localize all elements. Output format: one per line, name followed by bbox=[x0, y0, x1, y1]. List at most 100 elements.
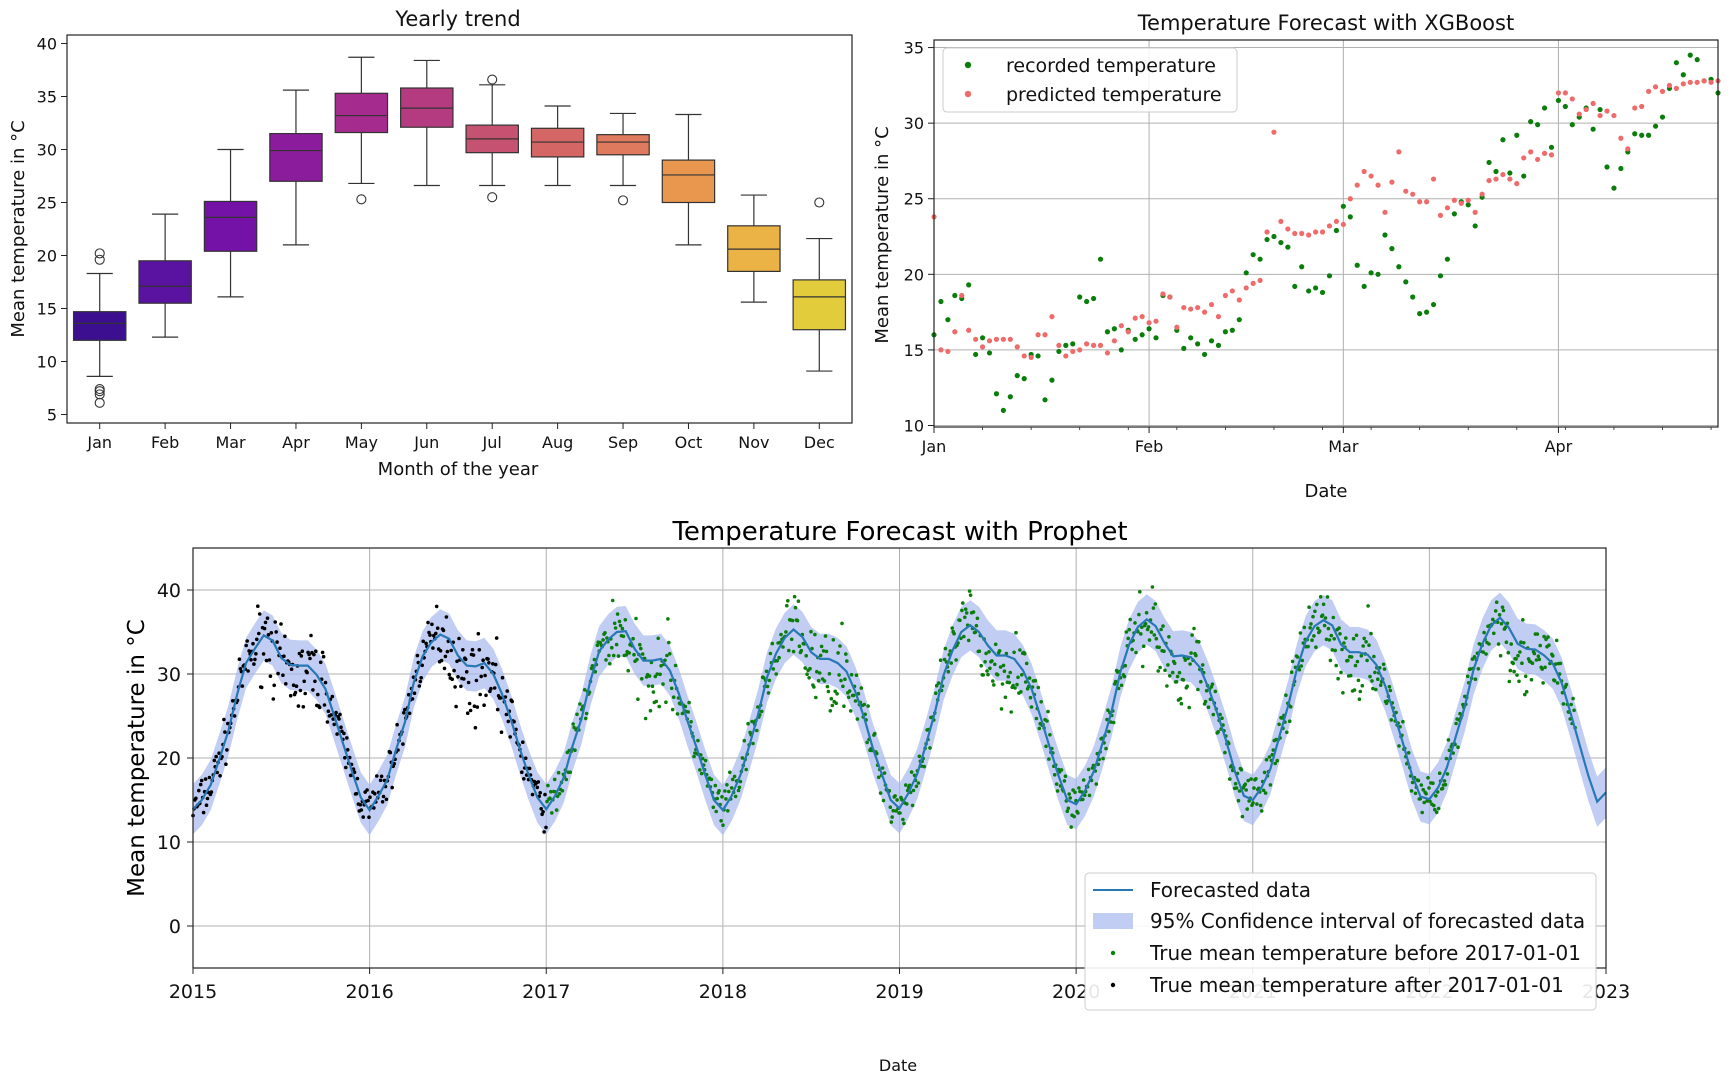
xgb-predicted-point bbox=[1014, 344, 1020, 350]
prophet-true-point-after bbox=[205, 796, 210, 801]
box-body bbox=[269, 132, 323, 182]
prophet-true-point-before bbox=[638, 642, 642, 647]
prophet-true-point-before bbox=[624, 653, 629, 657]
xgb-predicted-point bbox=[1465, 197, 1471, 203]
prophet-true-point-before bbox=[990, 659, 994, 663]
prophet-true-point-before bbox=[1067, 792, 1071, 796]
xgb-predicted-point bbox=[1562, 90, 1568, 96]
prophet-true-point-before bbox=[552, 777, 557, 782]
xgb-predicted-point bbox=[1097, 342, 1104, 348]
xgb-recorded-point bbox=[1181, 345, 1187, 351]
prophet-true-point-before bbox=[1312, 634, 1316, 638]
prophet-true-point-before bbox=[603, 631, 607, 635]
prophet-true-point-before bbox=[1275, 758, 1279, 763]
xgb-predicted-point bbox=[1084, 341, 1090, 347]
prophet-true-point-before bbox=[799, 648, 804, 653]
prophet-true-point-after bbox=[442, 666, 447, 671]
prophet-true-point-before bbox=[1553, 662, 1558, 666]
prophet-true-point-before bbox=[1454, 721, 1458, 726]
xgb-predicted-point bbox=[1306, 232, 1312, 238]
prophet-true-point-after bbox=[238, 667, 243, 671]
prophet-true-point-before bbox=[730, 777, 735, 782]
xgb-recorded-point bbox=[1410, 294, 1416, 300]
prophet-true-point-before bbox=[797, 644, 802, 648]
prophet-true-point-before bbox=[902, 821, 906, 826]
xgb-recorded-point bbox=[1424, 309, 1430, 315]
prophet-true-point-after bbox=[342, 731, 346, 736]
xgb-predicted-point bbox=[1271, 129, 1277, 135]
xgb-recorded-point bbox=[1312, 285, 1319, 291]
xgb-predicted-point bbox=[1493, 176, 1499, 182]
prophet-true-point-before bbox=[545, 799, 549, 804]
prophet-true-point-before bbox=[963, 615, 967, 620]
prophet-true-point-before bbox=[841, 684, 845, 689]
prophet-true-point-after bbox=[212, 758, 217, 763]
prophet-true-point-after bbox=[339, 725, 343, 729]
xgb-predicted-point bbox=[1007, 336, 1013, 342]
box-flier bbox=[814, 197, 825, 208]
xgb-legend-predicted-label: predicted temperature bbox=[1006, 84, 1222, 106]
prophet-true-point-before bbox=[814, 695, 818, 700]
prophet-legend-before-marker bbox=[1110, 950, 1116, 956]
prophet-true-point-before bbox=[1425, 799, 1429, 803]
prophet-true-point-after bbox=[388, 750, 393, 755]
xgb-recorded-point bbox=[1243, 270, 1249, 276]
xgb-recorded-point bbox=[1146, 326, 1152, 332]
prophet-true-point-after bbox=[441, 628, 446, 633]
boxplot-xtick-label: Jun bbox=[413, 433, 439, 452]
prophet-true-point-before bbox=[647, 674, 652, 678]
prophet-true-point-before bbox=[767, 678, 772, 683]
xgb-recorded-point bbox=[1618, 165, 1624, 172]
prophet-true-point-before bbox=[1087, 793, 1092, 798]
prophet-true-point-before bbox=[1140, 664, 1145, 669]
prophet-true-point-before bbox=[1194, 653, 1198, 658]
prophet-true-point-before bbox=[914, 784, 919, 789]
prophet-true-point-before bbox=[1211, 712, 1216, 717]
xgb-predicted-point bbox=[1139, 314, 1145, 320]
xgb-predicted-point bbox=[1174, 324, 1180, 330]
prophet-true-point-before bbox=[793, 605, 798, 610]
prophet-true-point-before bbox=[946, 669, 951, 674]
xgb-predicted-point bbox=[1063, 353, 1069, 359]
prophet-true-point-before bbox=[1146, 625, 1151, 629]
prophet-true-point-after bbox=[492, 686, 497, 690]
prophet-true-point-before bbox=[779, 632, 783, 637]
prophet-true-point-after bbox=[261, 652, 266, 656]
prophet-true-point-before bbox=[862, 702, 866, 707]
prophet-true-point-before bbox=[1254, 777, 1258, 781]
xgb-predicted-point bbox=[1632, 105, 1638, 111]
prophet-true-point-before bbox=[829, 696, 834, 701]
xgb-predicted-point bbox=[1548, 152, 1555, 158]
prophet-true-point-after bbox=[395, 722, 399, 727]
prophet-true-point-before bbox=[1163, 668, 1167, 673]
prophet-true-point-before bbox=[1357, 697, 1362, 701]
prophet-true-point-after bbox=[254, 637, 259, 642]
prophet-true-point-after bbox=[358, 803, 363, 807]
prophet-true-point-before bbox=[617, 619, 622, 624]
prophet-true-point-before bbox=[751, 741, 755, 746]
prophet-true-point-before bbox=[726, 809, 730, 813]
prophet-true-point-before bbox=[715, 796, 719, 801]
prophet-marks bbox=[191, 585, 1607, 836]
prophet-true-point-after bbox=[296, 704, 301, 708]
prophet-true-point-before bbox=[658, 672, 662, 677]
prophet-true-point-before bbox=[650, 684, 655, 688]
prophet-true-point-before bbox=[1368, 674, 1372, 679]
prophet-true-point-before bbox=[1511, 661, 1515, 666]
prophet-true-point-before bbox=[1277, 722, 1281, 727]
prophet-true-point-after bbox=[489, 686, 493, 691]
prophet-true-point-before bbox=[942, 657, 947, 662]
prophet-true-point-before bbox=[1122, 674, 1127, 679]
prophet-true-point-before bbox=[1364, 640, 1368, 644]
prophet-true-point-after bbox=[262, 626, 267, 631]
xgb-predicted-point bbox=[1153, 318, 1159, 324]
prophet-true-point-before bbox=[686, 710, 690, 714]
xgb-recorded-point bbox=[1465, 202, 1471, 208]
prophet-true-point-before bbox=[1264, 757, 1269, 762]
prophet-true-point-before bbox=[1515, 673, 1519, 677]
box-body bbox=[334, 92, 389, 134]
prophet-true-point-before bbox=[817, 671, 822, 675]
prophet-true-point-after bbox=[447, 672, 452, 677]
prophet-true-point-before bbox=[1149, 630, 1154, 634]
prophet-true-point-before bbox=[1243, 782, 1248, 786]
